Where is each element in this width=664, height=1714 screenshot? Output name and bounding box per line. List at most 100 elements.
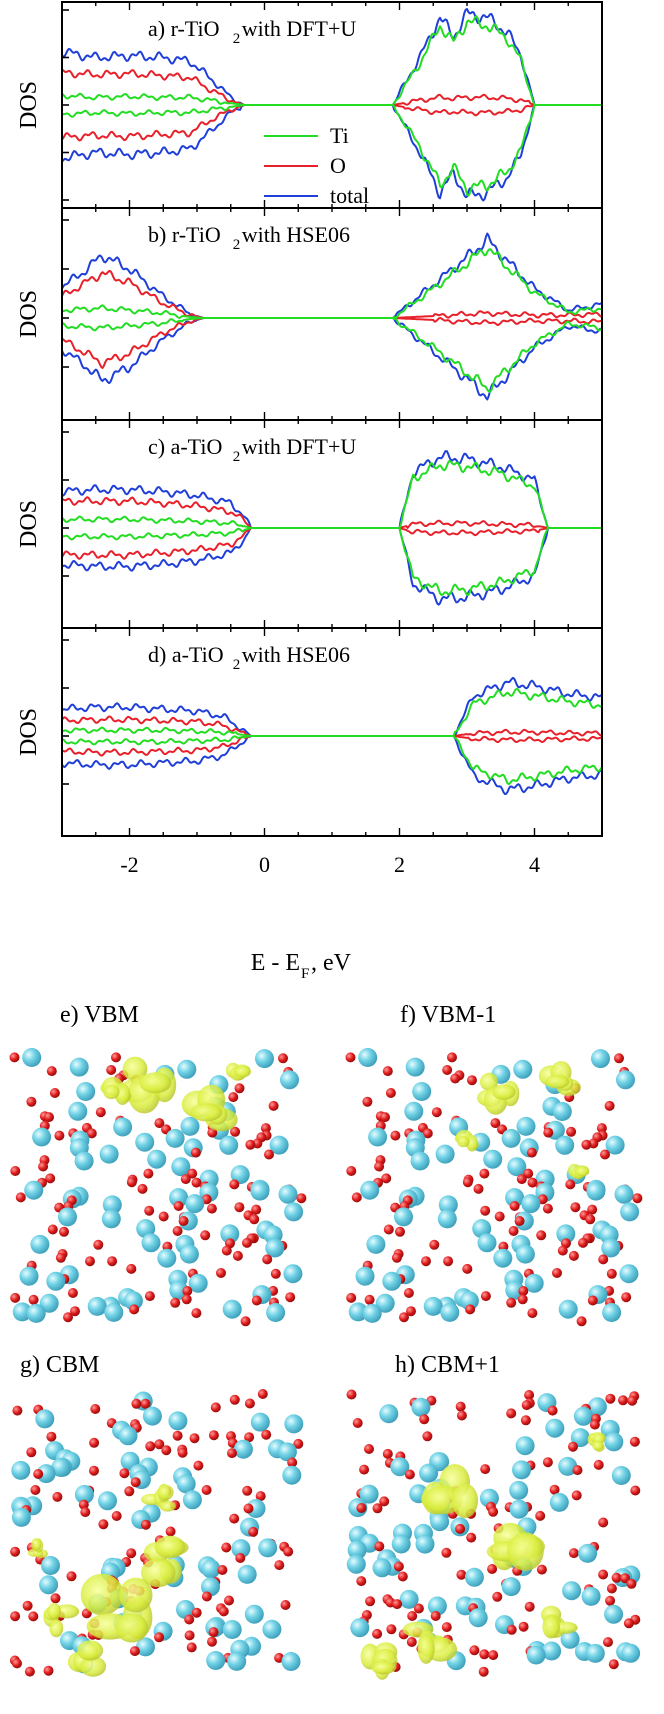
ti-atom (505, 1188, 525, 1208)
o-atom (490, 1118, 501, 1129)
ti-atom (69, 1057, 89, 1077)
ti-atom (258, 1538, 278, 1558)
ti-atom (74, 1485, 94, 1504)
o-atom (227, 1448, 237, 1459)
ti-atom (602, 1303, 622, 1322)
o-atom (22, 1600, 33, 1611)
o-atom (524, 1390, 535, 1400)
o-atom (70, 1306, 80, 1317)
ti-atom (404, 1101, 424, 1121)
o-atom (201, 1194, 212, 1205)
o-atom (24, 1666, 35, 1677)
panel-curves (62, 450, 602, 606)
ti-atom (412, 1082, 432, 1101)
charge-density-structures: e) VBM f) VBM-1 g) CBM h) CBM+1 (9, 1002, 643, 1680)
panel-title: b) r-TiO (148, 222, 221, 247)
structure-panel-g: g) CBM (9, 1352, 304, 1677)
series-Ti-up (62, 687, 602, 737)
atoms (9, 1048, 307, 1327)
ti-atom (549, 1492, 569, 1512)
structure-panel-f: f) VBM-1 (345, 1002, 643, 1327)
ti-atom (435, 1144, 455, 1164)
ti-atom (76, 1082, 96, 1101)
o-atom (165, 1526, 176, 1537)
ti-atom (135, 1132, 155, 1152)
o-atom (450, 1073, 461, 1084)
ti-atom (621, 1643, 641, 1663)
ti-atom (611, 1466, 631, 1485)
ti-atom (176, 1600, 195, 1619)
ti-atom (280, 1070, 299, 1090)
dos-chart: DOS a) r-TiO 2 with DFT+U DOS b) r-TiO 2 with… (16, 1, 603, 877)
o-atom (12, 1658, 22, 1669)
o-atom (521, 1400, 532, 1411)
o-atom (372, 1628, 383, 1639)
series-total-down (62, 317, 602, 401)
ti-atom (419, 1463, 439, 1483)
ti-atom (12, 1302, 32, 1322)
o-atom (626, 1578, 637, 1589)
o-atom (542, 1457, 553, 1468)
o-atom (568, 1441, 578, 1452)
o-atom (131, 1398, 142, 1409)
o-atom (216, 1268, 226, 1278)
o-atom (462, 1177, 473, 1188)
o-atom (508, 1226, 519, 1236)
y-axis-label: DOS (16, 290, 42, 338)
o-atom (229, 1179, 240, 1190)
o-atom (352, 1418, 363, 1428)
density-isosurface (154, 1535, 186, 1559)
ti-atom (36, 1464, 56, 1484)
o-atom (208, 1430, 219, 1441)
o-atom (456, 1569, 467, 1580)
o-atom (12, 1405, 23, 1416)
legend-label-total: total (330, 183, 369, 208)
ti-atom (284, 1202, 304, 1222)
o-atom (391, 1252, 402, 1263)
series-O-up (62, 68, 602, 106)
o-atom (404, 1469, 415, 1480)
density-isosurface (466, 1134, 478, 1152)
o-atom (293, 1438, 304, 1449)
o-atom (130, 1477, 141, 1488)
y-axis-label: DOS (16, 81, 42, 129)
o-atom (356, 1576, 367, 1587)
o-atom (33, 1469, 44, 1479)
ti-atom (262, 1619, 282, 1639)
ti-atom (614, 1184, 634, 1204)
o-atom (249, 1214, 260, 1225)
density-isosurface (80, 1573, 124, 1616)
o-atom (217, 1565, 228, 1575)
ti-atom (619, 1264, 639, 1284)
o-atom (488, 1650, 499, 1661)
ti-atom (244, 1604, 264, 1624)
o-atom (232, 1250, 243, 1261)
o-atom (345, 1052, 356, 1063)
ti-atom (350, 1618, 370, 1638)
o-atom (251, 1204, 262, 1215)
ti-atom (430, 1512, 450, 1532)
ti-atom (250, 1412, 270, 1432)
o-atom (158, 1211, 169, 1222)
o-atom (46, 1431, 57, 1442)
o-atom (422, 1431, 433, 1442)
series-total-up (62, 676, 602, 737)
o-atom (154, 1439, 165, 1450)
o-atom (611, 1572, 622, 1583)
x-axis-label-subscript: F (301, 966, 309, 982)
panel-a: DOS a) r-TiO 2 with DFT+U (16, 1, 603, 209)
o-atom (140, 1398, 151, 1409)
panel-curves (62, 8, 602, 202)
o-atom (608, 1659, 619, 1670)
density-isosurface (451, 1483, 478, 1519)
o-atom (144, 1205, 155, 1216)
density-isosurface (119, 1577, 153, 1613)
o-atom (524, 1601, 535, 1612)
ti-atom (201, 1577, 220, 1597)
density-isosurface (492, 1084, 516, 1100)
series-O-down (62, 735, 602, 757)
x-axis-label-main: E - E (251, 950, 300, 976)
ti-atom (368, 1127, 388, 1147)
ti-atom (501, 1577, 521, 1597)
